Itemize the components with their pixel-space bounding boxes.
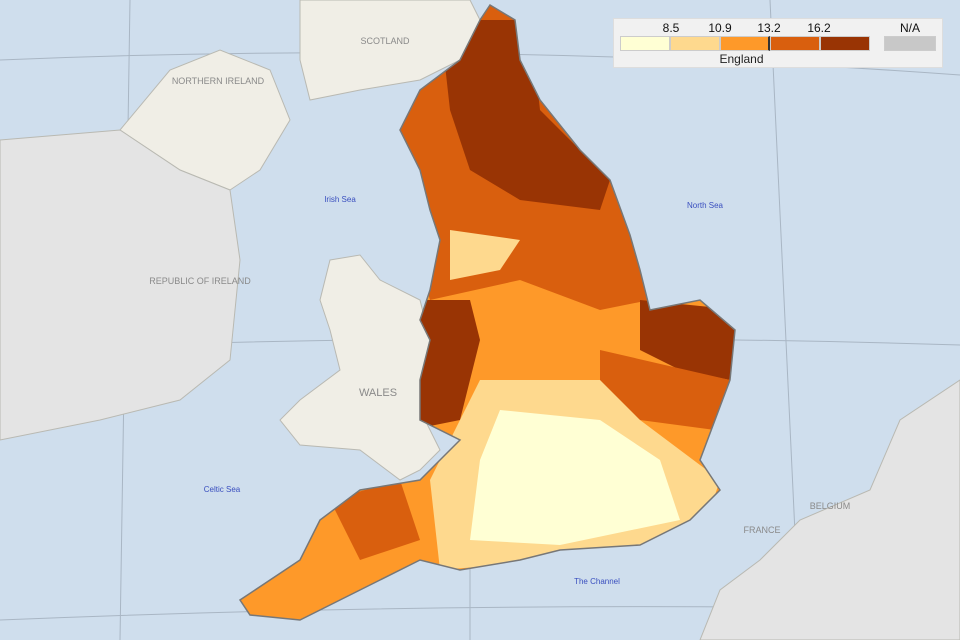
legend-break: 13.2: [757, 21, 781, 35]
label-celtic-sea: Celtic Sea: [204, 485, 241, 494]
scotland: [299, 0, 481, 101]
label-scotland: SCOTLAND: [360, 36, 410, 46]
labels: SCOTLAND NORTHERN IRELAND REPUBLIC OF IR…: [149, 36, 850, 586]
legend-swatch: [670, 36, 720, 51]
legend-swatch: [770, 36, 820, 51]
label-belgium: BELGIUM: [810, 501, 851, 511]
legend-break: 16.2: [807, 21, 831, 35]
legend-na-label: N/A: [899, 21, 921, 35]
legend-na-swatch: [884, 36, 936, 51]
label-the-channel: The Channel: [574, 577, 620, 586]
wales: [279, 254, 441, 481]
france-belgium: [699, 379, 960, 640]
legend-caption: England: [719, 52, 764, 66]
england-outline: [238, 3, 736, 621]
legend-swatch: [820, 36, 870, 51]
legend-break: 8.5: [662, 21, 680, 35]
legend-swatch: [720, 36, 770, 51]
label-france: FRANCE: [743, 525, 780, 535]
label-irish-sea: Irish Sea: [324, 195, 356, 204]
legend-swatch: [620, 36, 670, 51]
label-wales: WALES: [359, 387, 397, 399]
label-north-sea: North Sea: [687, 201, 724, 210]
label-republic-of-ireland: REPUBLIC OF IRELAND: [149, 276, 251, 286]
legend-break: 10.9: [708, 21, 732, 35]
label-northern-ireland: NORTHERN IRELAND: [172, 76, 265, 86]
republic-of-ireland: [0, 129, 241, 441]
legend: 8.5 10.9 13.2 16.2 N/A England: [613, 18, 943, 68]
